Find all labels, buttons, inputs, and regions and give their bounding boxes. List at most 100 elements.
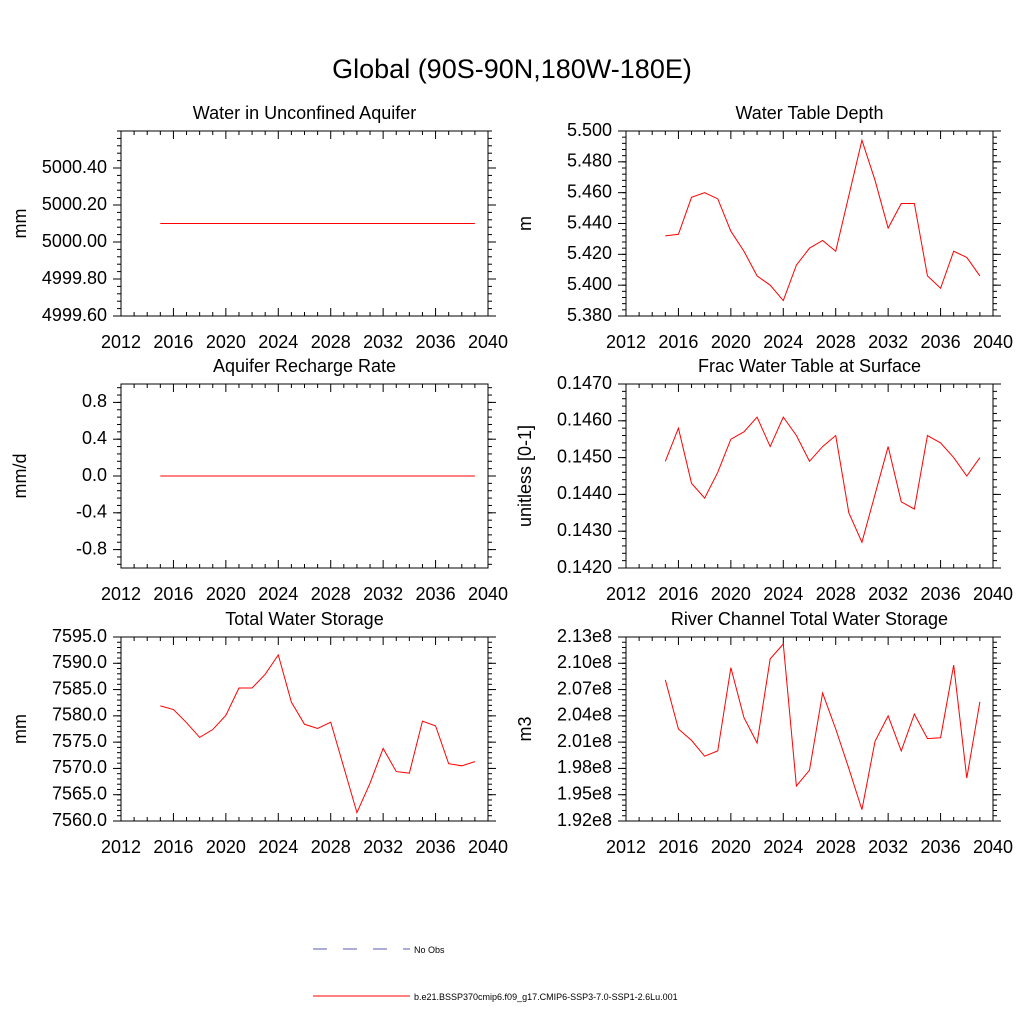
y-tick-label: -0.4 xyxy=(76,502,107,522)
x-tick-label: 2016 xyxy=(153,584,193,604)
x-tick-label: 2012 xyxy=(101,837,141,857)
x-tick-label: 2028 xyxy=(816,332,856,352)
x-tick-label: 2016 xyxy=(153,837,193,857)
y-tick-label: 7565.0 xyxy=(52,783,107,803)
y-tick-label: 4999.80 xyxy=(42,268,107,288)
y-tick-label: 0.1430 xyxy=(557,520,612,540)
y-tick-label: 5000.20 xyxy=(42,194,107,214)
y-tick-label: 4999.60 xyxy=(42,305,107,325)
x-tick-label: 2020 xyxy=(711,584,751,604)
x-tick-label: 2024 xyxy=(763,837,803,857)
y-tick-label: 2.04e8 xyxy=(557,705,612,725)
y-tick-label: 2.10e8 xyxy=(557,652,612,672)
y-axis-label: mm xyxy=(10,209,30,239)
x-tick-label: 2012 xyxy=(101,584,141,604)
x-tick-label: 2040 xyxy=(468,332,508,352)
x-tick-label: 2036 xyxy=(921,332,961,352)
x-tick-label: 2012 xyxy=(606,332,646,352)
y-tick-label: 7585.0 xyxy=(52,678,107,698)
series-line xyxy=(664,416,981,544)
chart-panel-2: Water Table Depth m 2012 2016 2020 2024 2028 20… xyxy=(515,103,1013,352)
y-tick-label: 7570.0 xyxy=(52,757,107,777)
y-tick-label: 7595.0 xyxy=(52,626,107,646)
y-axis-label: m3 xyxy=(515,716,535,741)
y-axis-label: mm xyxy=(10,714,30,744)
y-tick-label: 2.07e8 xyxy=(557,678,612,698)
x-tick-label: 2028 xyxy=(816,837,856,857)
y-tick-label: 7560.0 xyxy=(52,810,107,830)
x-tick-label: 2016 xyxy=(658,584,698,604)
x-tick-label: 2028 xyxy=(816,584,856,604)
x-tick-label: 2032 xyxy=(363,332,403,352)
chart-title: Aquifer Recharge Rate xyxy=(213,356,396,376)
y-tick-label: 1.92e8 xyxy=(557,810,612,830)
y-axis-label: mm/d xyxy=(10,454,30,499)
y-tick-label: 5000.40 xyxy=(42,157,107,177)
x-tick-label: 2020 xyxy=(206,332,246,352)
x-tick-label: 2028 xyxy=(311,584,351,604)
series-line xyxy=(665,138,981,302)
chart-title: River Channel Total Water Storage xyxy=(671,609,948,629)
x-tick-label: 2012 xyxy=(101,332,141,352)
x-tick-label: 2032 xyxy=(363,837,403,857)
x-tick-label: 2024 xyxy=(258,332,298,352)
x-tick-label: 2040 xyxy=(973,837,1013,857)
y-tick-label: 0.1470 xyxy=(557,373,612,393)
y-tick-label: 5.500 xyxy=(567,120,612,140)
x-tick-label: 2024 xyxy=(258,584,298,604)
y-tick-label: 5.380 xyxy=(567,305,612,325)
x-tick-label: 2036 xyxy=(921,837,961,857)
chart-title: Water in Unconfined Aquifer xyxy=(193,103,416,123)
x-tick-label: 2040 xyxy=(468,584,508,604)
y-tick-label: 0.4 xyxy=(82,428,107,448)
x-tick-label: 2040 xyxy=(973,332,1013,352)
y-tick-label: 0.1440 xyxy=(557,483,612,503)
x-tick-label: 2036 xyxy=(416,332,456,352)
y-tick-label: 5.420 xyxy=(567,243,612,263)
y-axis-label: m xyxy=(515,216,535,231)
x-tick-label: 2032 xyxy=(868,332,908,352)
x-tick-label: 2020 xyxy=(206,584,246,604)
x-tick-label: 2012 xyxy=(606,837,646,857)
chart-panel-6: River Channel Total Water Storage m3 2012 2… xyxy=(515,609,1013,857)
y-tick-label: -0.8 xyxy=(76,538,107,558)
x-tick-label: 2020 xyxy=(711,332,751,352)
y-axis-label: unitless [0-1] xyxy=(515,425,535,527)
series-line xyxy=(664,642,981,810)
x-tick-label: 2032 xyxy=(868,584,908,604)
x-tick-label: 2028 xyxy=(311,837,351,857)
y-tick-label: 5.400 xyxy=(567,274,612,294)
y-tick-label: 5.480 xyxy=(567,151,612,171)
x-tick-label: 2040 xyxy=(973,584,1013,604)
chart-panel-5: Total Water Storage mm 2012 2016 2020 2024 202… xyxy=(10,609,508,857)
x-tick-label: 2040 xyxy=(468,837,508,857)
plot-frame xyxy=(625,383,994,569)
x-tick-label: 2036 xyxy=(416,837,456,857)
x-tick-label: 2036 xyxy=(921,584,961,604)
chart-title: Total Water Storage xyxy=(225,609,383,629)
y-tick-label: 5000.00 xyxy=(42,231,107,251)
x-tick-label: 2020 xyxy=(206,837,246,857)
x-tick-label: 2020 xyxy=(711,837,751,857)
y-tick-label: 5.440 xyxy=(567,212,612,232)
y-tick-label: 0.0 xyxy=(82,465,107,485)
series-line xyxy=(160,653,476,815)
plot-frame xyxy=(625,130,994,317)
chart-panel-1: Water in Unconfined Aquifer mm 2012 2016 202… xyxy=(10,103,508,352)
y-tick-label: 2.13e8 xyxy=(557,626,612,646)
chart-panel-3: Aquifer Recharge Rate mm/d 2012 2016 2020 202… xyxy=(10,356,508,604)
x-tick-label: 2016 xyxy=(658,837,698,857)
y-tick-label: 7580.0 xyxy=(52,705,107,725)
y-tick-label: 7590.0 xyxy=(52,652,107,672)
y-tick-label: 7575.0 xyxy=(52,731,107,751)
x-tick-label: 2024 xyxy=(258,837,298,857)
x-tick-label: 2028 xyxy=(311,332,351,352)
x-tick-label: 2016 xyxy=(153,332,193,352)
x-tick-label: 2032 xyxy=(868,837,908,857)
y-tick-label: 0.1450 xyxy=(557,446,612,466)
y-tick-label: 1.95e8 xyxy=(557,783,612,803)
x-tick-label: 2032 xyxy=(363,584,403,604)
x-tick-label: 2024 xyxy=(763,584,803,604)
y-tick-label: 5.460 xyxy=(567,181,612,201)
y-tick-label: 0.1420 xyxy=(557,557,612,577)
